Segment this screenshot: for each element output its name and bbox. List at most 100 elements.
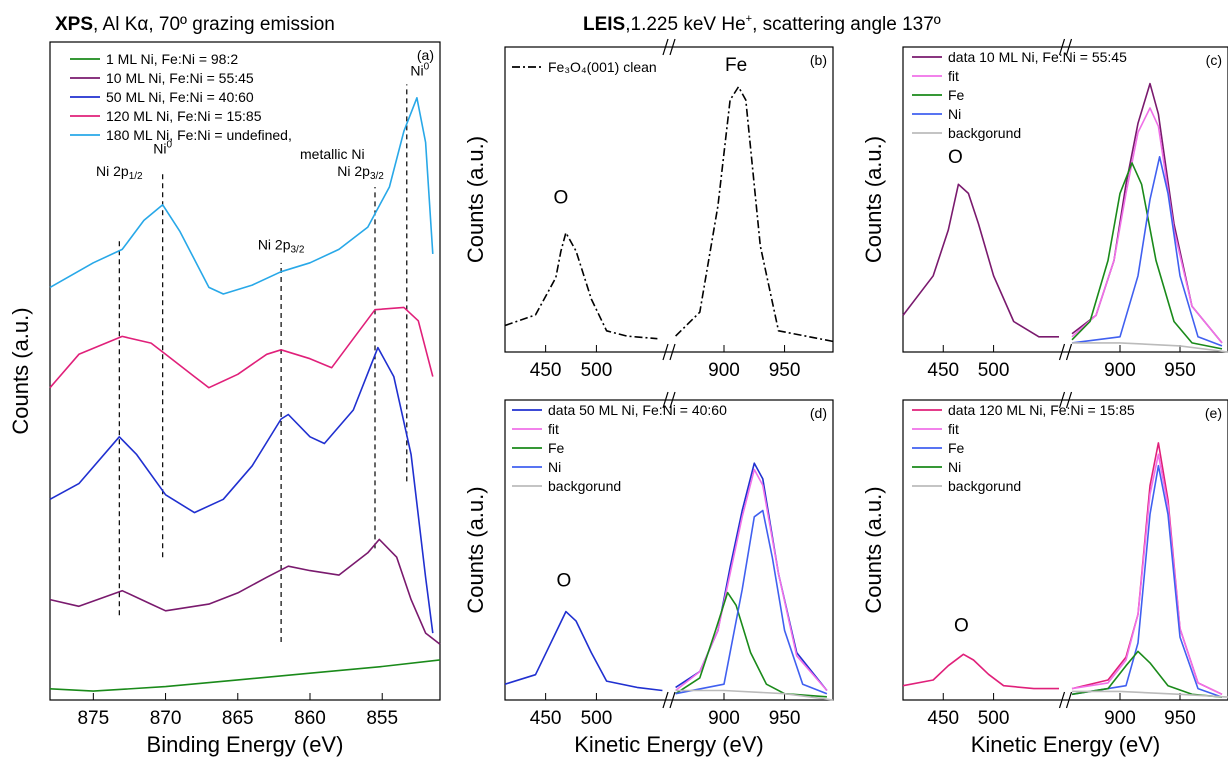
legend-label-line2: metallic Ni	[300, 146, 365, 162]
legend-label: fit	[948, 68, 959, 84]
x-tick-label: 950	[769, 708, 801, 729]
plot-frame	[504, 399, 834, 701]
legend-label: backgorund	[948, 478, 1021, 494]
panel-a: (a) 875 870 865 860 855 Counts (a.u.) Binding E…	[8, 41, 441, 757]
series-line	[675, 468, 828, 692]
legend-label: Ni	[548, 459, 561, 475]
peak-annotation: Ni 2p3/2	[337, 163, 384, 182]
axis-break-mark	[662, 391, 669, 409]
x-tick-label: 900	[1104, 708, 1136, 729]
legend-label: backgorund	[548, 478, 621, 494]
peak-annotation: O	[948, 147, 963, 168]
series-line	[1071, 162, 1223, 350]
legend-label: data 120 ML Ni, Fe:Ni = 15:85	[948, 402, 1135, 418]
xps-title-rest: , Al Kα, 70º grazing emission	[93, 14, 335, 35]
panel-label: (b)	[810, 52, 827, 68]
y-axis-label: Counts (a.u.)	[8, 307, 33, 434]
x-tick-label: 870	[150, 708, 182, 729]
panel-label: (a)	[417, 47, 434, 63]
legend-label: fit	[948, 421, 959, 437]
legend-label: 10 ML Ni, Fe:Ni = 55:45	[106, 70, 254, 86]
panel-d: (d) 450 500 900 950 Counts (a.u.) Kinetic Ener…	[463, 391, 834, 757]
legend-label: Ni	[948, 459, 961, 475]
legend-label: Ni	[948, 106, 961, 122]
series-line	[1071, 464, 1223, 698]
y-axis-label: Counts (a.u.)	[463, 136, 488, 263]
x-tick-label: 860	[294, 708, 326, 729]
legend-label: Fe	[948, 440, 965, 456]
legend-label: Fe₃O₄(001) clean	[548, 59, 657, 75]
panel-e: (e) 450 500 900 950 Counts (a.u.) Kinetic Ener…	[861, 391, 1228, 757]
axis-break-mark	[1058, 343, 1066, 361]
y-axis-label: Counts (a.u.)	[861, 136, 886, 263]
peak-annotation: Fe	[725, 55, 747, 76]
axis-break-mark	[662, 38, 669, 56]
x-tick-label: 900	[708, 360, 740, 381]
xps-title: XPS, Al Kα, 70º grazing emission	[55, 14, 335, 35]
x-tick-label: 950	[769, 360, 801, 381]
legend-label: data 50 ML Ni, Fe:Ni = 40:60	[548, 402, 727, 418]
x-tick-label: 950	[1164, 708, 1196, 729]
series-line	[49, 659, 441, 692]
leis-title-rest-b: , scattering angle 137º	[752, 14, 941, 35]
x-tick-label: 450	[927, 708, 959, 729]
legend-label: 120 ML Ni, Fe:Ni = 15:85	[106, 108, 262, 124]
peak-annotation: O	[557, 570, 572, 591]
x-axis-label: Kinetic Energy (eV)	[574, 732, 764, 757]
legend-label: 180 ML Ni, Fe:Ni = undefined,	[106, 127, 292, 143]
peak-annotation: Ni0	[410, 61, 429, 78]
series-line	[1071, 453, 1223, 696]
plot-frame	[504, 46, 834, 353]
series-line	[902, 82, 1223, 344]
x-tick-label: 865	[222, 708, 254, 729]
plot-frame	[49, 41, 441, 701]
legend-label: 1 ML Ni, Fe:Ni = 98:2	[106, 51, 238, 67]
y-axis-label: Counts (a.u.)	[463, 486, 488, 613]
series-line	[1071, 107, 1223, 344]
series-line	[1072, 342, 1228, 353]
legend-label: fit	[548, 421, 559, 437]
series-line	[1071, 650, 1223, 698]
axis-break-mark	[1065, 343, 1073, 361]
legend-label: Fe	[548, 440, 565, 456]
x-tick-label: 500	[978, 708, 1010, 729]
peak-annotation: Ni 2p1/2	[96, 163, 143, 182]
x-axis-label: Binding Energy (eV)	[147, 732, 344, 757]
axis-break-mark	[662, 343, 669, 361]
legend-label: 50 ML Ni, Fe:Ni = 40:60	[106, 89, 254, 105]
xps-title-bold: XPS	[55, 14, 93, 35]
axis-break-mark	[1065, 38, 1073, 56]
axis-break-mark	[662, 691, 669, 709]
axis-break-mark	[1065, 391, 1073, 409]
plot-frame	[902, 46, 1228, 353]
x-axis-label: Kinetic Energy (eV)	[971, 732, 1161, 757]
series-line	[1071, 156, 1223, 347]
axis-break-mark	[669, 343, 676, 361]
series-line	[675, 591, 827, 698]
x-tick-label: 900	[1104, 360, 1136, 381]
x-tick-label: 500	[581, 360, 613, 381]
x-tick-label: 450	[530, 360, 562, 381]
panel-b: (b) 450 500 900 950 Counts (a.u.) O Fe Fe₃O₄(001…	[463, 38, 834, 381]
x-tick-label: 875	[77, 708, 109, 729]
x-tick-label: 450	[530, 708, 562, 729]
series-line	[49, 97, 434, 295]
peak-annotation: Ni0	[153, 140, 172, 157]
axis-break-mark	[669, 691, 676, 709]
leis-title-rest-a: ,1.225 keV He	[625, 14, 745, 35]
x-tick-label: 950	[1164, 360, 1196, 381]
panel-label: (c)	[1206, 52, 1222, 68]
series-line	[675, 509, 828, 695]
axis-break-mark	[669, 38, 676, 56]
axis-break-mark	[669, 391, 676, 409]
x-tick-label: 500	[581, 708, 613, 729]
legend-label: backgorund	[948, 125, 1021, 141]
panels-group: (a) 875 870 865 860 855 Counts (a.u.) Binding E…	[8, 38, 1228, 757]
legend-label: Fe	[948, 87, 965, 103]
leis-title-bold: LEIS	[583, 14, 625, 35]
series-line	[49, 306, 434, 389]
series-line	[49, 346, 434, 634]
series-line	[1072, 690, 1228, 698]
